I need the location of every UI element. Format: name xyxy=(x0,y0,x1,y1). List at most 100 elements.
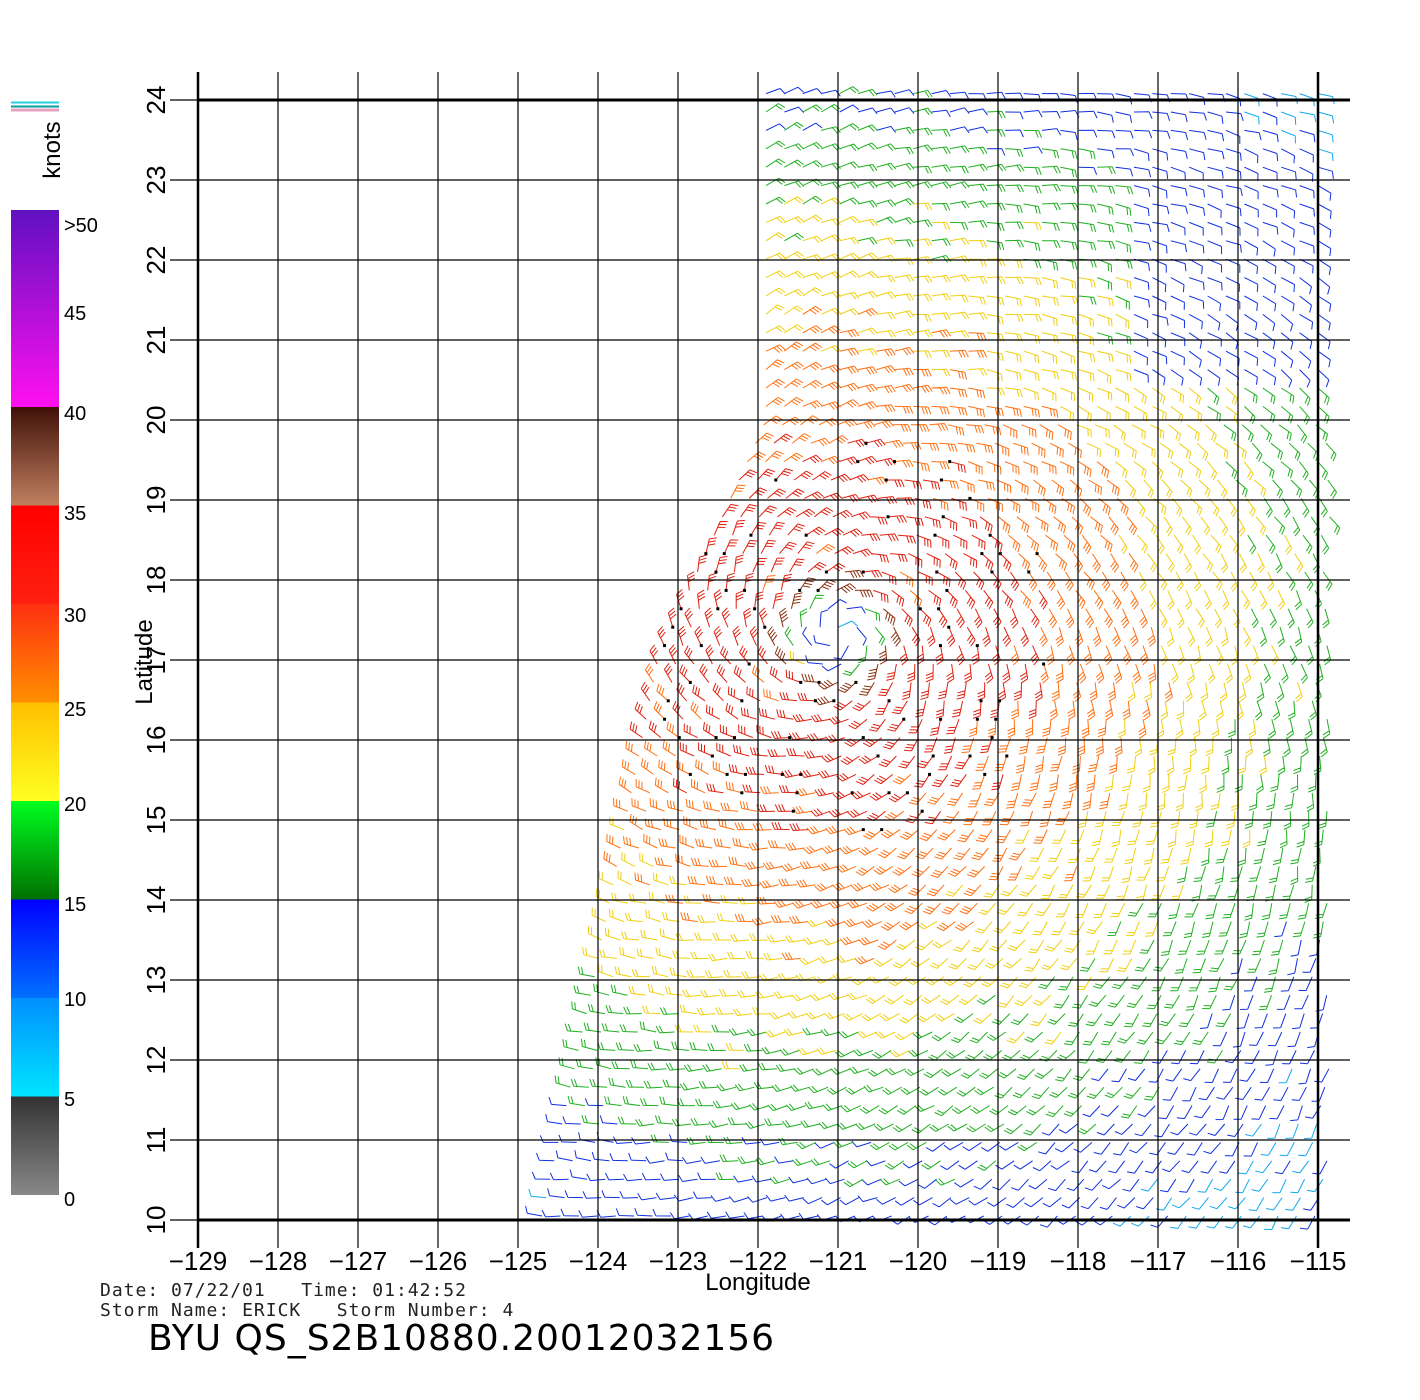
y-tick-label: 20 xyxy=(141,406,171,435)
rain-flag-marker xyxy=(1035,552,1039,556)
storm-number-value: 4 xyxy=(502,1300,515,1321)
rain-flag-marker xyxy=(887,791,891,795)
colorbar-tick-label: 25 xyxy=(64,699,86,721)
rain-flag-marker xyxy=(725,772,729,776)
rain-flag-marker xyxy=(688,772,692,776)
colorbar-tick-label: 0 xyxy=(64,1189,75,1211)
colorbar-tick-label: 40 xyxy=(64,403,86,425)
rain-flag-marker xyxy=(850,791,854,795)
colorbar: knots >50 45 40 35 30 25 20 15 10 5 0 xyxy=(11,101,98,1211)
rain-flag-marker xyxy=(998,552,1002,556)
colorbar-tick-label: 20 xyxy=(64,794,86,816)
rain-flag-marker xyxy=(666,699,670,703)
rain-flag-marker xyxy=(749,533,753,537)
y-tick-label: 11 xyxy=(141,1127,171,1154)
date-value: 07/22/01 xyxy=(171,1280,266,1301)
storm-name-value: ERICK xyxy=(242,1300,302,1321)
y-tick-label: 18 xyxy=(141,566,171,595)
rain-flag-marker xyxy=(1005,754,1009,758)
rain-flag-marker xyxy=(941,515,945,519)
date-label: Date: xyxy=(100,1280,160,1301)
rain-flag-marker xyxy=(990,736,994,740)
rain-flag-marker xyxy=(935,570,939,574)
rain-flag-marker xyxy=(780,772,784,776)
x-tick-label: −124 xyxy=(569,1246,628,1276)
rain-flag-marker xyxy=(688,680,692,684)
rain-flag-marker xyxy=(876,754,880,758)
rain-flag-marker xyxy=(975,717,979,721)
x-tick-label: −126 xyxy=(409,1246,468,1276)
rain-flag-marker xyxy=(979,699,983,703)
rain-flag-marker xyxy=(704,552,708,556)
rain-flag-marker xyxy=(884,478,888,482)
rain-flag-marker xyxy=(740,791,744,795)
colorbar-segment xyxy=(11,702,59,801)
rain-flag-marker xyxy=(947,625,951,629)
rain-flag-marker xyxy=(948,460,952,464)
storm-name-label: Storm Name: xyxy=(100,1300,231,1321)
colorbar-unit-label: knots xyxy=(39,121,66,178)
rain-flag-marker xyxy=(747,662,751,666)
colorbar-segment xyxy=(11,1096,59,1195)
colorbar-cap-cyan xyxy=(11,105,59,108)
colorbar-segment xyxy=(11,998,59,1097)
x-tick-label: −123 xyxy=(649,1246,708,1276)
x-tick-label: −115 xyxy=(1290,1246,1347,1276)
colorbar-cap-pink xyxy=(11,108,59,112)
colorbar-segment xyxy=(11,210,59,407)
y-tick-label: 17 xyxy=(141,646,171,675)
rain-flag-marker xyxy=(980,552,984,556)
rain-flag-marker xyxy=(892,460,896,464)
rain-flag-marker xyxy=(905,791,909,795)
rain-flag-marker xyxy=(931,754,935,758)
colorbar-cap-cyan-top xyxy=(11,101,59,104)
rain-flag-marker xyxy=(816,588,820,592)
x-tick-label: −117 xyxy=(1130,1246,1187,1276)
time-value: 01:42:52 xyxy=(372,1280,467,1301)
rain-flag-marker xyxy=(677,736,681,740)
rain-flag-marker xyxy=(671,625,675,629)
x-tick-label: −118 xyxy=(1050,1246,1107,1276)
x-tick-label: −119 xyxy=(970,1246,1027,1276)
x-tick-label: −127 xyxy=(329,1246,388,1276)
x-tick-label: −121 xyxy=(809,1246,868,1276)
wind-barb-group xyxy=(603,305,1173,965)
rain-flag-marker xyxy=(714,736,718,740)
colorbar-tick-label: 10 xyxy=(64,989,86,1011)
rain-flag-marker xyxy=(662,644,666,648)
y-tick-label: 13 xyxy=(141,966,171,995)
colorbar-tick-label: 45 xyxy=(64,303,86,325)
rain-flag-marker xyxy=(938,644,942,648)
rain-flag-marker xyxy=(990,570,994,574)
x-tick-label: −122 xyxy=(729,1246,788,1276)
rain-flag-marker xyxy=(880,828,884,832)
rain-flag-marker xyxy=(813,699,817,703)
rain-flag-marker xyxy=(994,717,998,721)
rain-flag-marker xyxy=(861,570,865,574)
axis-ticks: −129 −128 −127 −126 −125 −124 −123 −122 −121 −120… xyxy=(141,86,1346,1276)
y-tick-label: 15 xyxy=(141,806,171,835)
x-tick-label: −125 xyxy=(489,1246,548,1276)
rain-flag-marker xyxy=(945,588,949,592)
rain-flag-marker xyxy=(968,754,972,758)
y-tick-label: 10 xyxy=(141,1206,171,1235)
y-tick-label: 21 xyxy=(141,326,171,355)
colorbar-segment xyxy=(11,505,59,604)
colorbar-tick-label: 5 xyxy=(64,1089,75,1111)
rain-flag-marker xyxy=(714,570,718,574)
rain-flag-marker xyxy=(975,644,979,648)
y-tick-label: 22 xyxy=(141,246,171,275)
rain-flag-marker xyxy=(799,772,803,776)
rain-flag-marker xyxy=(732,736,736,740)
wind-barb-group xyxy=(528,93,1335,1231)
rain-flag-marker xyxy=(939,717,943,721)
y-tick-label: 23 xyxy=(141,166,171,195)
x-tick-label: −129 xyxy=(169,1246,228,1276)
rain-flag-marker xyxy=(710,754,714,758)
rain-flag-marker xyxy=(740,699,744,703)
rain-flag-marker xyxy=(663,717,667,721)
rain-flag-marker xyxy=(743,588,747,592)
rain-flag-marker xyxy=(887,699,891,703)
y-axis-label: Latitude xyxy=(131,619,158,704)
rain-flag-marker xyxy=(716,607,720,611)
